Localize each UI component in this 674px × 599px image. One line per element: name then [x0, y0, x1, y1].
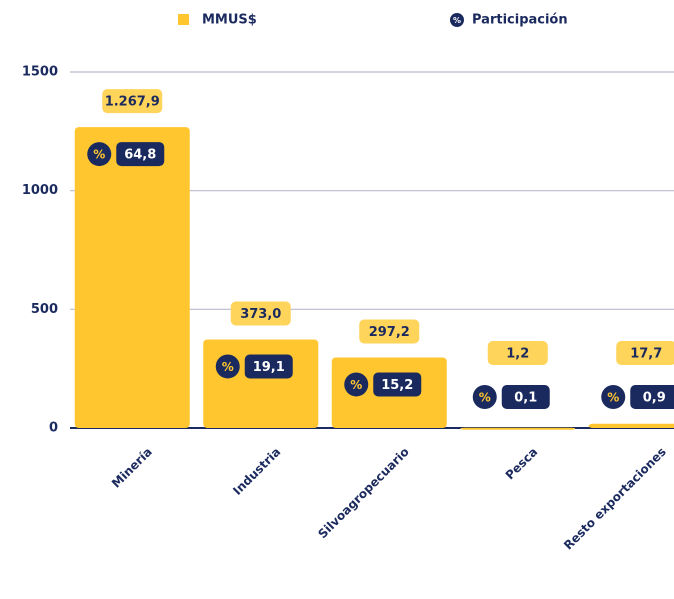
participation-icon-text: % — [350, 378, 362, 392]
y-tick-label: 0 — [49, 421, 58, 436]
participation-box — [630, 385, 674, 409]
participation-badge: % 0,1 — [472, 385, 550, 409]
value-label-box — [102, 89, 163, 114]
y-tick-label: 1500 — [22, 65, 58, 80]
legend-swatch — [178, 14, 189, 25]
value-label: 297,2 — [359, 319, 420, 344]
legend-label: Participación — [472, 13, 568, 28]
participation-box — [501, 385, 550, 409]
bar — [74, 127, 190, 428]
legend-label: MMUS$ — [202, 13, 257, 28]
participation-icon — [344, 372, 369, 397]
participation-badge: % 0,9 — [601, 385, 674, 409]
participation-text: 19,1 — [253, 360, 285, 375]
participation-icon — [472, 385, 497, 409]
participation-icon-text: % — [479, 391, 491, 405]
participation-text: 0,1 — [514, 391, 537, 406]
participation-box — [373, 372, 422, 397]
participation-icon — [215, 354, 240, 379]
bar — [460, 427, 576, 430]
participation-badge: % 19,1 — [215, 354, 293, 379]
value-label-box — [359, 319, 420, 344]
participation-badge: % 15,2 — [344, 372, 422, 397]
value-label-text: 17,7 — [630, 347, 662, 362]
value-label: 373,0 — [230, 301, 291, 326]
participation-box — [244, 354, 293, 379]
participation-icon-text: % — [93, 148, 105, 162]
value-label-text: 297,2 — [369, 325, 410, 340]
x-tick-label: Silvoagropecuario — [315, 445, 412, 542]
participation-icon — [601, 385, 626, 409]
x-tick-label: Minería — [109, 445, 155, 491]
x-tick-label: Industria — [230, 445, 283, 498]
participation-badge: % 64,8 — [87, 142, 165, 167]
value-label: 1.267,9 — [102, 89, 163, 114]
participation-icon-text: % — [607, 391, 619, 405]
participation-text: 0,9 — [643, 391, 666, 406]
y-tick-label: 500 — [31, 302, 58, 317]
participation-icon — [87, 142, 112, 167]
x-tick-label: Resto exportaciones — [561, 445, 669, 553]
participation-text: 64,8 — [124, 148, 156, 163]
participation-icon-text: % — [222, 360, 234, 374]
y-tick-label: 1000 — [22, 183, 58, 198]
value-label-text: 373,0 — [240, 307, 281, 322]
value-label-box — [230, 301, 291, 326]
legend-icon — [450, 13, 464, 27]
participation-text: 15,2 — [381, 378, 413, 393]
value-label-box — [616, 341, 674, 365]
legend-icon-text: % — [453, 16, 461, 25]
value-label-box — [487, 341, 548, 365]
bar — [588, 423, 674, 428]
value-label: 1,2 — [487, 341, 548, 365]
value-label-text: 1.267,9 — [105, 95, 160, 110]
bar — [203, 339, 319, 428]
participation-box — [116, 142, 165, 167]
value-label-text: 1,2 — [506, 347, 529, 362]
x-tick-label: Pesca — [503, 445, 541, 483]
value-label: 17,7 — [616, 341, 674, 365]
